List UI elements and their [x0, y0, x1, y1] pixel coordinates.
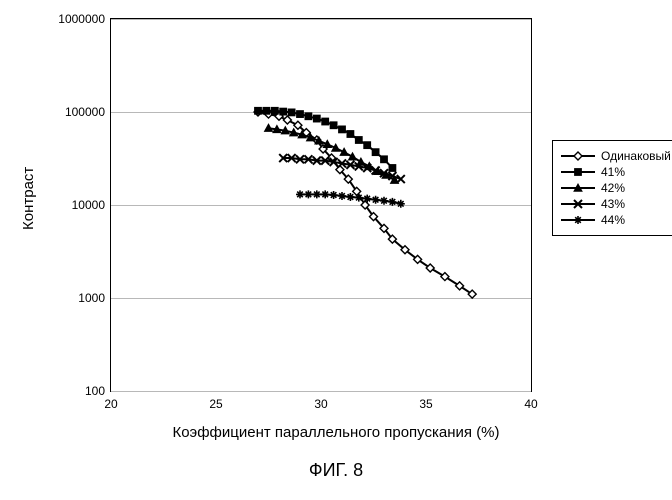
- x-tick-label: 30: [314, 391, 327, 411]
- legend-swatch: [561, 165, 595, 179]
- legend-label: Одинаковый: [601, 149, 671, 163]
- legend-label: 42%: [601, 181, 625, 195]
- x-tick-label: 40: [524, 391, 537, 411]
- chart-legend: Одинаковый 41% 42% 43% 44%: [552, 140, 672, 236]
- legend-swatch: [561, 197, 595, 211]
- chart-plot-area: 10010001000010000010000002025303540: [110, 18, 532, 392]
- legend-swatch: [561, 149, 595, 163]
- figure-caption: ФИГ. 8: [0, 460, 672, 481]
- y-tick-label: 1000000: [58, 12, 111, 26]
- y-tick-label: 1000: [78, 291, 111, 305]
- legend-item-same: Одинаковый: [561, 149, 671, 163]
- legend-label: 43%: [601, 197, 625, 211]
- legend-label: 41%: [601, 165, 625, 179]
- x-tick-label: 20: [104, 391, 117, 411]
- x-tick-label: 25: [209, 391, 222, 411]
- legend-item-s43: 43%: [561, 197, 671, 211]
- y-tick-label: 100000: [65, 105, 111, 119]
- x-tick-label: 35: [419, 391, 432, 411]
- legend-item-s44: 44%: [561, 213, 671, 227]
- figure-container: 10010001000010000010000002025303540 Конт…: [0, 0, 672, 500]
- y-axis-label: Контраст: [20, 167, 37, 230]
- legend-swatch: [561, 213, 595, 227]
- y-tick-label: 10000: [72, 198, 111, 212]
- legend-item-s42: 42%: [561, 181, 671, 195]
- legend-swatch: [561, 181, 595, 195]
- legend-label: 44%: [601, 213, 625, 227]
- legend-item-s41: 41%: [561, 165, 671, 179]
- x-axis-label: Коэффициент параллельного пропускания (%…: [0, 424, 672, 441]
